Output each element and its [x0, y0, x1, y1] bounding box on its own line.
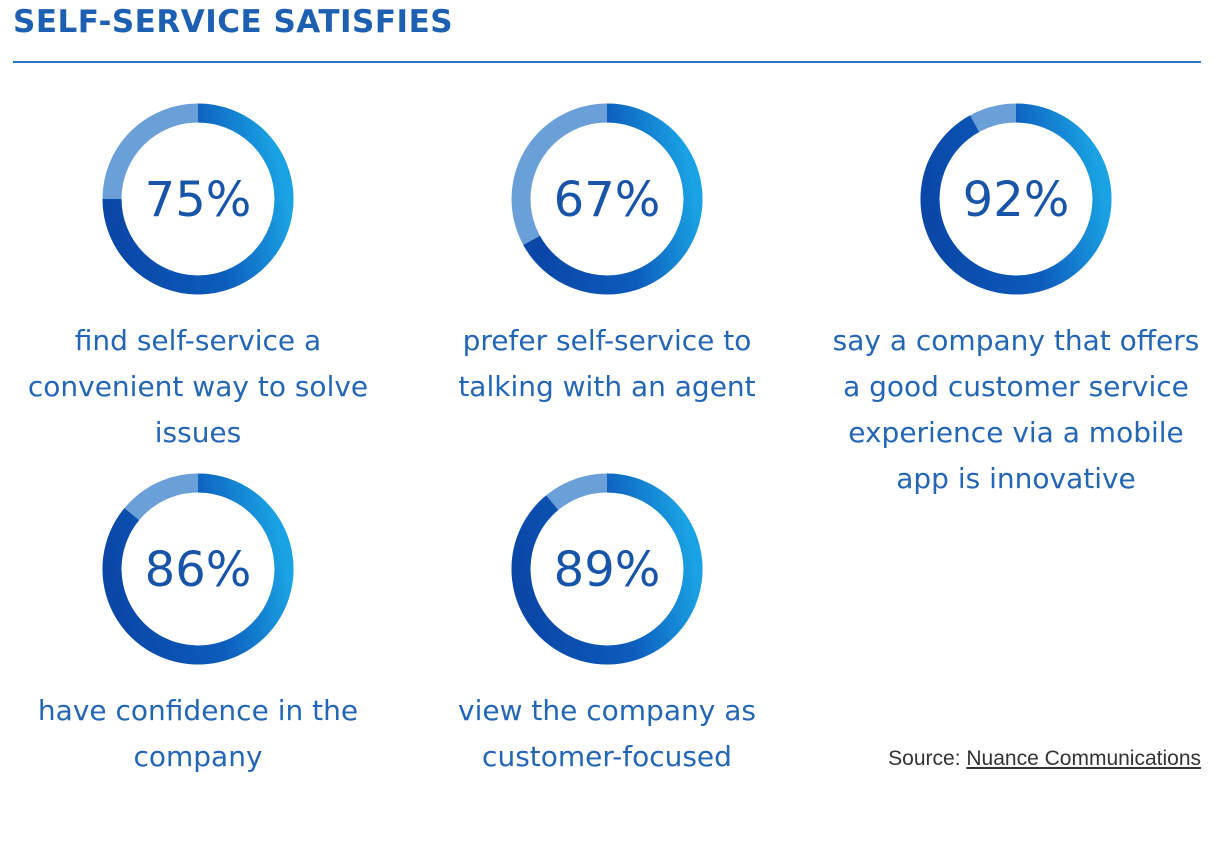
stat-caption-4: view the company as customer-focused [458, 694, 756, 773]
stat-caption-1: prefer self-service to talking with an a… [458, 324, 756, 403]
title-divider [13, 61, 1201, 63]
donut-chart-3: 86% [102, 473, 294, 665]
stat-caption-0: find self-service a convenient way to so… [27, 324, 369, 449]
percent-label-3: 86% [145, 542, 252, 598]
stat-card-1: 67% prefer self-service to talking with … [412, 96, 802, 496]
source-note: Source: Nuance Communications [888, 747, 1201, 771]
stat-card-4: 89% view the company as customer-focused [412, 466, 802, 866]
percent-label-0: 75% [145, 172, 252, 228]
chart-title: SELF-SERVICE SATISFIES [13, 4, 454, 40]
percent-label-4: 89% [554, 542, 661, 598]
stat-caption-3: have confidence in the company [37, 694, 359, 773]
percent-label-1: 67% [554, 172, 661, 228]
stat-card-0: 75% find self-service a convenient way t… [3, 96, 393, 496]
stat-caption-2: say a company that offers a good custome… [832, 324, 1200, 495]
donut-chart-2: 92% [920, 103, 1112, 295]
donut-value-arc-1 [523, 103, 703, 295]
donut-chart-4: 89% [511, 473, 703, 665]
source-link[interactable]: Nuance Communications [966, 747, 1201, 770]
source-label: Source: [888, 747, 961, 770]
stat-card-3: 86% have confidence in the company [3, 466, 393, 866]
donut-chart-1: 67% [511, 103, 703, 295]
donut-value-arc-4 [511, 473, 703, 665]
donut-chart-0: 75% [102, 103, 294, 295]
percent-label-2: 92% [963, 172, 1070, 228]
donut-value-arc-0 [102, 103, 294, 295]
donut-value-arc-3 [102, 473, 294, 665]
donut-value-arc-2 [920, 103, 1112, 295]
stat-card-2: 92% say a company that offers a good cus… [821, 96, 1211, 496]
